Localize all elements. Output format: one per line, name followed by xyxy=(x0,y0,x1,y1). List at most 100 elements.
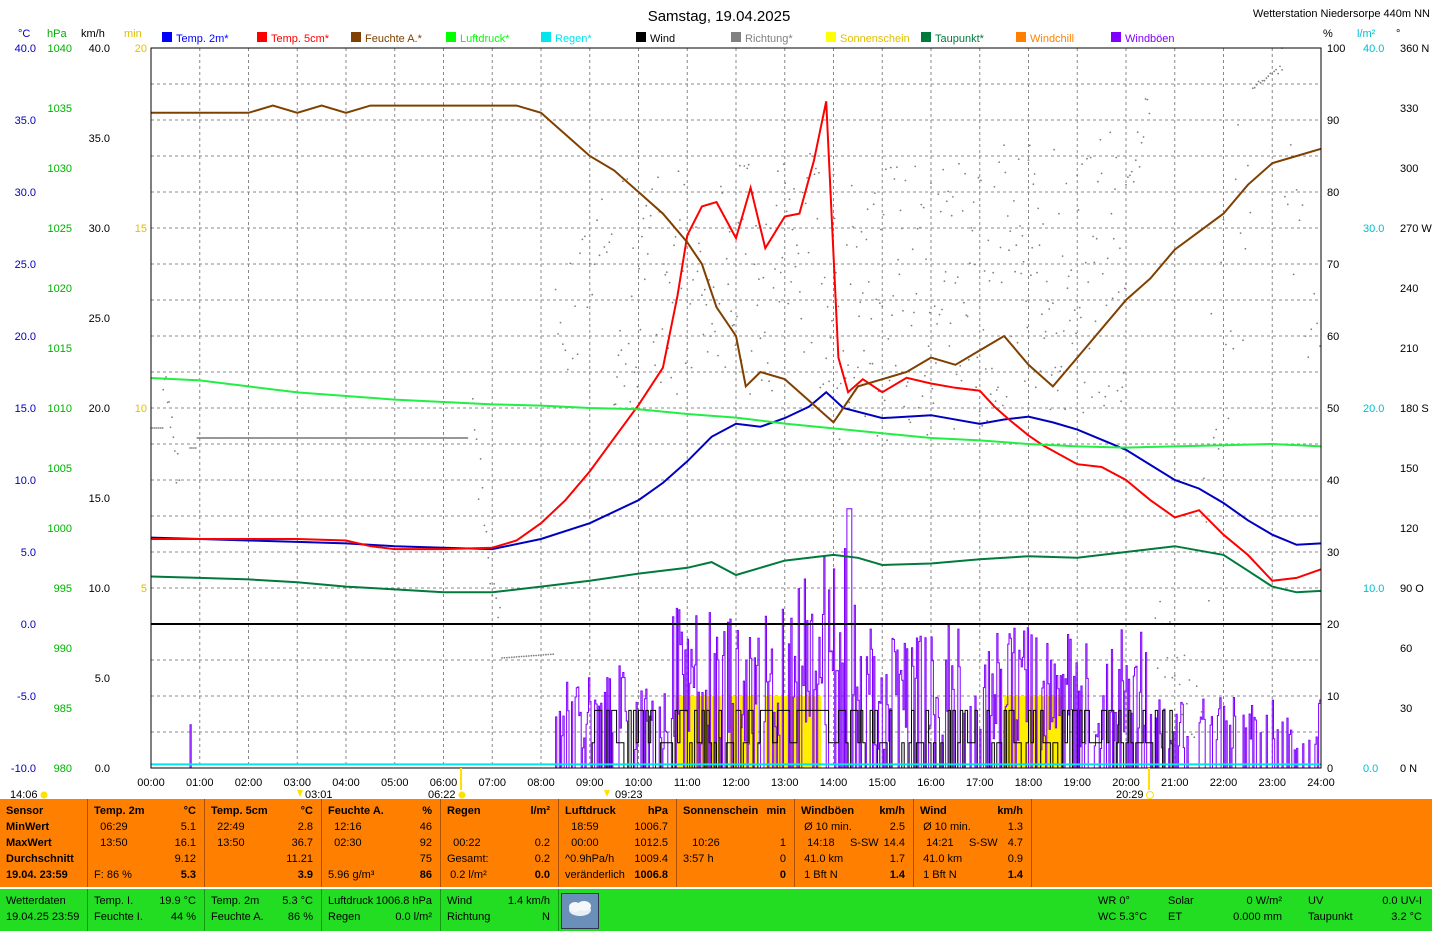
direction-dot xyxy=(639,328,642,331)
direction-dot xyxy=(508,656,511,659)
unit-min: min xyxy=(124,28,142,40)
direction-dot xyxy=(1065,182,1068,185)
direction-dot xyxy=(617,354,620,357)
direction-dot xyxy=(1127,176,1129,179)
direction-dot xyxy=(980,179,982,182)
direction-dot xyxy=(1217,448,1220,450)
direction-dot xyxy=(1295,189,1298,191)
direction-dot xyxy=(849,283,852,286)
direction-dot xyxy=(955,373,958,376)
direction-dot xyxy=(883,399,886,402)
legend-swatch xyxy=(636,32,646,42)
et-value: 0.000 mm xyxy=(1233,911,1282,923)
direction-dot xyxy=(949,322,952,325)
direction-dot xyxy=(891,314,893,317)
direction-dot xyxy=(850,184,853,187)
direction-dot xyxy=(649,214,652,217)
direction-dot xyxy=(559,321,562,324)
direction-dot xyxy=(1119,247,1121,250)
tick-time: 05:00 xyxy=(381,777,409,789)
direction-dot xyxy=(739,164,741,167)
direction-dot xyxy=(1263,79,1266,82)
direction-dot xyxy=(1271,73,1274,75)
stats-sonne: Sonnenschein min 10:26 1 3:57 h 0 0 xyxy=(677,799,795,887)
direction-dot xyxy=(679,219,681,221)
direction-dot xyxy=(784,182,787,185)
direction-dot xyxy=(892,295,895,297)
direction-dot xyxy=(733,323,735,326)
direction-dot xyxy=(1205,521,1208,523)
direction-dot xyxy=(1075,332,1077,335)
direction-dot xyxy=(815,167,817,170)
direction-dot xyxy=(1070,269,1073,272)
direction-dot xyxy=(997,386,999,389)
bottom-uv: UV 0.0 UV-I Taupunkt 3.2 °C xyxy=(1308,893,1426,925)
direction-dot xyxy=(1176,656,1179,659)
series-temp-5cm- xyxy=(151,101,1322,582)
direction-dot xyxy=(1004,171,1007,174)
direction-dot xyxy=(513,656,516,658)
temp2m-title: Temp. 2m xyxy=(94,805,145,817)
luftdruck-value: 1006.8 hPa xyxy=(375,895,432,907)
wetterdaten-datetime: 19.04.25 23:59 xyxy=(6,911,80,923)
temp2m-max: 16.1 xyxy=(174,837,196,849)
direction-dot xyxy=(753,263,756,266)
direction-dot xyxy=(605,251,608,254)
direction-dot xyxy=(1013,200,1015,202)
direction-dot xyxy=(836,387,839,390)
tick-time: 16:00 xyxy=(917,777,945,789)
tick-wind: 0.0 xyxy=(95,763,110,775)
direction-dot xyxy=(842,350,845,352)
direction-dot xyxy=(1225,343,1227,346)
direction-dot xyxy=(1009,230,1012,233)
direction-dot xyxy=(1078,306,1081,309)
tick-temp: 40.0 xyxy=(15,43,36,55)
direction-dot xyxy=(574,305,576,307)
direction-dot xyxy=(804,202,807,205)
direction-dot xyxy=(910,324,913,327)
direction-dot xyxy=(1000,281,1003,284)
direction-dot xyxy=(1121,386,1124,389)
direction-dot xyxy=(624,363,627,365)
direction-dot xyxy=(1138,166,1141,168)
direction-dot xyxy=(547,653,550,656)
direction-dot xyxy=(889,166,892,169)
direction-dot xyxy=(794,265,797,268)
direction-dot xyxy=(846,244,848,246)
direction-dot xyxy=(963,301,965,304)
sun-moon-markers: 14:06 03:01 06:22 09:23 20:29 xyxy=(0,768,1154,800)
direction-dot xyxy=(554,288,557,291)
legend-label: Temp. 2m* xyxy=(176,33,229,45)
direction-dot xyxy=(1273,70,1276,73)
direction-dot xyxy=(756,304,759,307)
direction-dot xyxy=(525,655,528,658)
direction-dot xyxy=(777,170,779,173)
regen-time: 00:22 xyxy=(453,837,481,849)
direction-dot xyxy=(1313,292,1316,295)
direction-dot xyxy=(596,219,598,222)
sonne-total: 3:57 h xyxy=(683,853,714,865)
direction-dot xyxy=(731,324,734,327)
direction-dot xyxy=(668,281,671,284)
legend-swatch xyxy=(541,32,551,42)
direction-dot xyxy=(1247,164,1249,167)
direction-dot xyxy=(1319,345,1321,347)
tick-pressure: 1020 xyxy=(48,283,72,295)
direction-dot xyxy=(169,426,172,429)
direction-dot xyxy=(1039,370,1042,373)
direction-dot xyxy=(1062,330,1065,332)
direction-dot xyxy=(1203,477,1205,480)
regen-value: 0.2 xyxy=(534,837,550,849)
direction-dot xyxy=(530,654,533,657)
station-name: Wetterstation Niedersorpe 440m NN xyxy=(1253,8,1430,20)
temp5cm-title: Temp. 5cm xyxy=(211,805,268,817)
direction-dot xyxy=(562,343,564,345)
richtung-label: Richtung xyxy=(447,911,491,923)
direction-dot xyxy=(970,227,973,229)
direction-dot xyxy=(1026,326,1029,329)
direction-dot xyxy=(1129,174,1131,177)
direction-dot xyxy=(176,452,179,455)
tick-direction: 150 xyxy=(1400,463,1418,475)
direction-dot xyxy=(822,383,825,386)
direction-dot xyxy=(1237,124,1239,126)
